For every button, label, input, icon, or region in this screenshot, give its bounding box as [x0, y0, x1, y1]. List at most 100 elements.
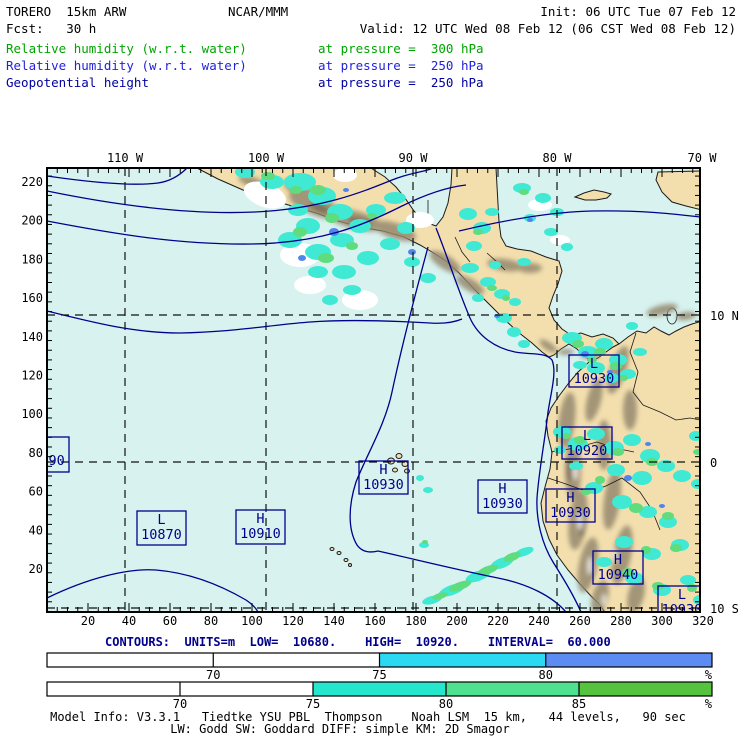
- rh-patch: [293, 227, 307, 237]
- contour-info-line: CONTOURS: UNITS=m LOW= 10680. HIGH= 1092…: [105, 635, 611, 649]
- y-axis-label: 40: [29, 523, 43, 537]
- colorbar-tick-label: 80: [539, 668, 553, 682]
- rh-patch: [544, 228, 558, 236]
- field-rh300-level: at pressure = 300 hPa: [318, 41, 484, 56]
- rh-patch: [535, 193, 551, 203]
- latitude-label: 0: [710, 456, 717, 470]
- colorbar-segment: [446, 682, 579, 696]
- marker-type: H: [256, 511, 264, 527]
- marker-type: H: [498, 481, 506, 497]
- rh-patch: [607, 370, 613, 374]
- rh-patch: [423, 487, 433, 493]
- rh-patch: [673, 470, 691, 482]
- marker-type: L: [678, 587, 686, 603]
- rh-patch: [343, 188, 349, 192]
- y-axis-label: 200: [21, 214, 43, 228]
- rh-patch: [459, 208, 477, 220]
- marker-value: 10910: [240, 526, 281, 542]
- rh-250hpa-scale: 70 75 80%: [46, 652, 713, 682]
- rh-patch: [343, 285, 361, 295]
- rh-patch: [322, 295, 338, 305]
- x-axis-label: 160: [364, 614, 386, 628]
- rh-patch: [562, 433, 570, 439]
- marker-box: [568, 354, 620, 388]
- marker-value: 10920: [567, 443, 608, 459]
- y-axis-label: 100: [21, 407, 43, 421]
- rh-patch: [587, 362, 605, 374]
- field-rh250-name: Relative humidity (w.r.t. water): [6, 58, 247, 73]
- map-frame: [46, 167, 701, 613]
- marker-type: L: [583, 428, 591, 444]
- rh-patch: [659, 504, 665, 508]
- rh-patch: [612, 448, 624, 456]
- marker-type: L: [157, 512, 165, 528]
- marker-value: 10930: [574, 371, 615, 387]
- rh-patch: [448, 580, 472, 592]
- x-axis-label: 100: [241, 614, 263, 628]
- marker-box: [592, 550, 644, 585]
- x-axis-label: 40: [122, 614, 136, 628]
- rh-patch: [624, 475, 632, 481]
- rh-patch: [333, 168, 357, 182]
- rh-patch: [587, 428, 605, 440]
- geopotential-contours: [47, 168, 700, 612]
- x-axis-label: 60: [163, 614, 177, 628]
- rh-patch: [517, 258, 531, 266]
- rh-patch: [416, 475, 424, 481]
- rh-patch: [384, 192, 406, 204]
- rh-patch: [308, 266, 328, 278]
- y-axis-label: 160: [21, 291, 43, 305]
- longitude-label: 70 W: [688, 151, 718, 165]
- colorbar-tick-label: 85: [572, 697, 586, 711]
- marker-type: H: [379, 462, 387, 478]
- rh-patch: [380, 238, 400, 250]
- rh-patch: [639, 506, 657, 518]
- x-axis-label: 300: [651, 614, 673, 628]
- marker-type: H: [614, 552, 622, 568]
- forecast-hour: Fcst: 30 h: [6, 21, 97, 36]
- rh-patch: [342, 290, 378, 310]
- x-axis-label: 140: [323, 614, 345, 628]
- rh-300hpa-scale: 70 75 80 85%: [46, 681, 713, 711]
- rh-patch: [408, 249, 416, 255]
- rh-patch: [645, 442, 651, 446]
- rh-shading: [235, 168, 700, 605]
- rh-patch: [472, 294, 484, 302]
- rh-patch: [626, 322, 638, 330]
- axis-ticks-and-labels: 20 40 60 80 100 120 140 160 180 200 220 240 260 280 30…: [21, 151, 739, 628]
- rh-patch: [633, 348, 647, 356]
- rh-patch: [632, 471, 652, 485]
- init-time: Init: 06 UTC Tue 07 Feb 12: [540, 4, 736, 19]
- longitude-label: 80 W: [543, 151, 573, 165]
- colorbar-segment: [47, 682, 180, 696]
- y-axis-label: 80: [29, 446, 43, 460]
- rh-patch: [610, 362, 622, 370]
- x-axis-label: 320: [692, 614, 714, 628]
- marker-box: [561, 426, 613, 460]
- rh-patch: [357, 251, 379, 265]
- field-rh300-name: Relative humidity (w.r.t. water): [6, 41, 247, 56]
- rh-patch: [332, 265, 356, 279]
- x-axis-label: 260: [569, 614, 591, 628]
- rh-patch: [569, 462, 583, 470]
- rh-patch: [294, 276, 326, 294]
- latitude-label: 10 N: [710, 309, 739, 323]
- colorbar-segment: [545, 653, 712, 667]
- field-hgt-name: Geopotential height: [6, 75, 149, 90]
- rh-patch: [284, 173, 316, 191]
- colorbar-segment: [180, 682, 313, 696]
- rh-patch: [550, 235, 570, 245]
- y-axis-label: 120: [21, 369, 43, 383]
- marker-value: 10930: [482, 496, 523, 512]
- colorbar-segment: [579, 682, 712, 696]
- center-name: NCAR/MMM: [228, 4, 289, 19]
- rh-patch: [485, 208, 499, 216]
- marker-type: L: [590, 356, 598, 372]
